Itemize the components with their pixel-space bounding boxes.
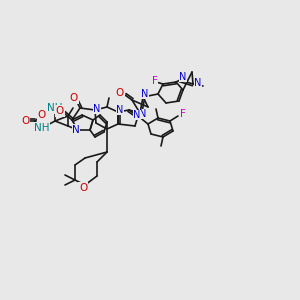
Text: N: N [72,125,80,135]
Text: NH: NH [34,123,50,133]
Text: NH: NH [47,103,63,113]
Text: N: N [133,110,141,120]
Text: N: N [116,105,124,115]
Text: N: N [139,109,147,119]
Text: O: O [21,116,29,126]
Text: O: O [70,93,78,103]
Text: F: F [152,76,158,86]
Text: F: F [180,109,186,119]
Text: O: O [56,106,64,116]
Text: N: N [141,89,149,99]
Text: O: O [79,183,87,193]
Text: N: N [179,72,187,82]
Text: O: O [38,110,46,120]
Text: O: O [116,88,124,98]
Text: N: N [194,78,202,88]
Text: N: N [93,104,101,114]
